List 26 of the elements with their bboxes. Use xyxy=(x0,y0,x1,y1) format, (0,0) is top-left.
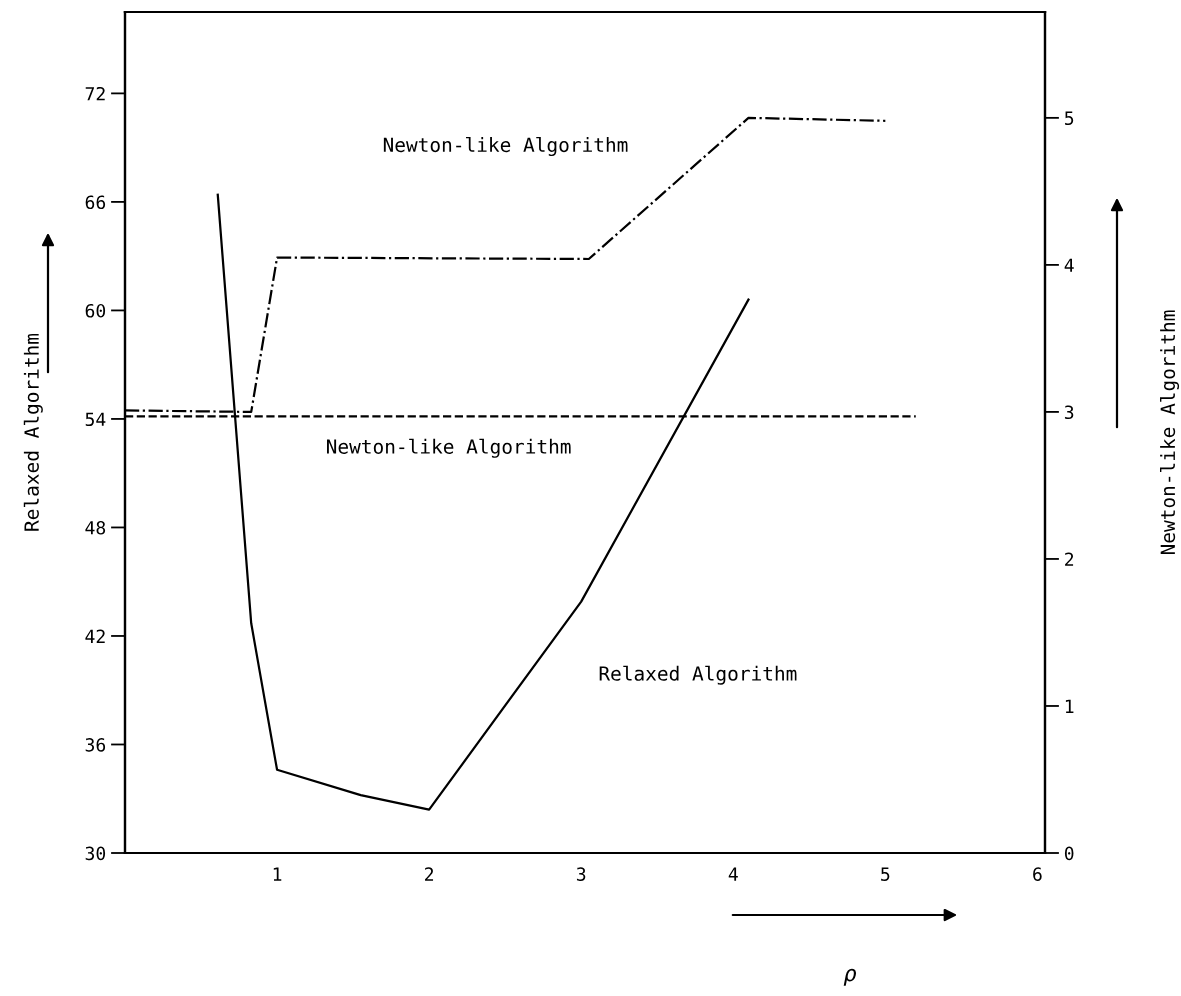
y2-axis-title: Newton-like Algorithm xyxy=(1160,310,1180,555)
text: Newton-like Algorithm xyxy=(383,136,628,157)
y-tick-label: 72 xyxy=(85,86,105,101)
y2-tick-label: 2 xyxy=(1065,552,1074,566)
y-axis-title: Relaxed Algorithm xyxy=(23,333,43,531)
y2-tick-label: 5 xyxy=(1065,111,1074,126)
y-tick-label: 66 xyxy=(85,195,106,210)
y-tick-label: 60 xyxy=(85,303,106,318)
x-tick-label: 2 xyxy=(425,867,434,881)
x-tick-label: 3 xyxy=(576,867,586,881)
y-tick-label: 30 xyxy=(85,846,106,861)
y-tick-label: 48 xyxy=(85,520,106,535)
x-tick-label: 5 xyxy=(881,867,890,881)
y2-tick-label: 3 xyxy=(1064,405,1074,420)
y2-tick-label: 0 xyxy=(1064,846,1074,861)
x-tick-label: 6 xyxy=(1033,867,1042,881)
series-label: Newton-like Algorithm xyxy=(327,438,571,458)
text: Relaxed Algorithm xyxy=(599,665,797,685)
y2-tick-label: 1 xyxy=(1065,699,1074,713)
y2-tick-label: 4 xyxy=(1064,258,1074,272)
y-tick-label: 42 xyxy=(85,629,105,643)
x-tick-label: 4 xyxy=(728,867,738,881)
x-axis-title: ρ xyxy=(843,968,856,986)
x-tick-label: 1 xyxy=(273,867,282,881)
y-tick-label: 54 xyxy=(85,412,106,427)
y-tick-label: 36 xyxy=(85,737,106,752)
